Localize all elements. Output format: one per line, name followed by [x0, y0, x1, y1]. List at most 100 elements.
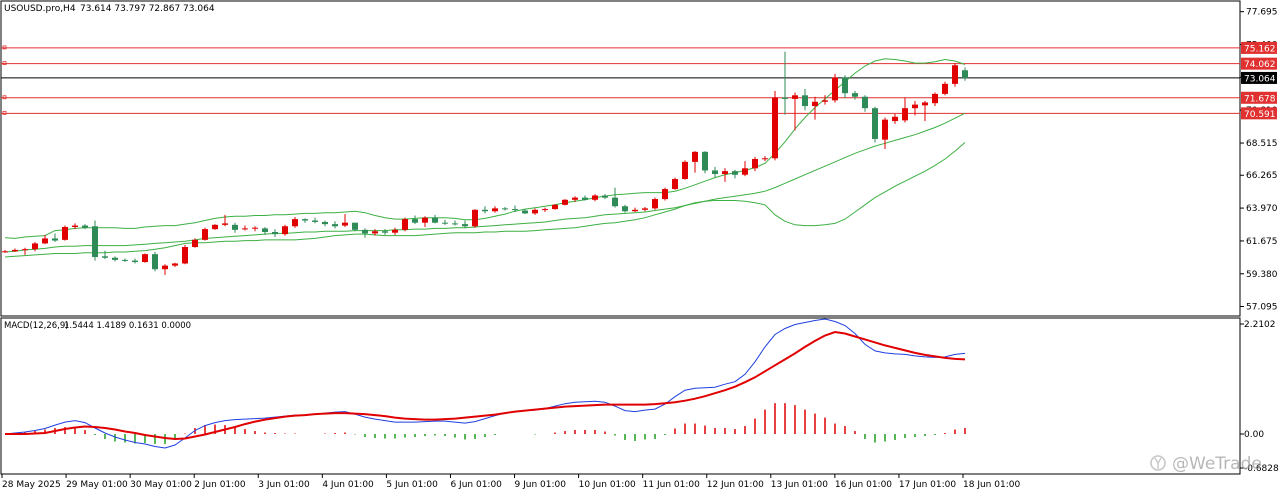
- candle[interactable]: [762, 156, 768, 162]
- candle[interactable]: [112, 256, 118, 262]
- candle[interactable]: [312, 217, 318, 224]
- candle[interactable]: [692, 151, 698, 173]
- candle[interactable]: [682, 160, 688, 180]
- candle[interactable]: [502, 206, 508, 211]
- candle[interactable]: [942, 81, 948, 96]
- candle[interactable]: [172, 262, 178, 268]
- candle[interactable]: [32, 242, 38, 252]
- candle[interactable]: [132, 258, 138, 264]
- candle[interactable]: [272, 229, 278, 237]
- candle[interactable]: [102, 250, 108, 260]
- candle[interactable]: [292, 216, 298, 228]
- candle[interactable]: [352, 222, 358, 232]
- candle[interactable]: [812, 96, 818, 120]
- candle[interactable]: [672, 177, 678, 190]
- candle[interactable]: [782, 51, 788, 115]
- candle[interactable]: [322, 220, 328, 227]
- candle[interactable]: [92, 220, 98, 261]
- candle[interactable]: [42, 234, 48, 245]
- candle[interactable]: [422, 216, 428, 227]
- candle[interactable]: [522, 209, 528, 215]
- candle[interactable]: [922, 101, 928, 122]
- candle[interactable]: [232, 222, 238, 233]
- candle[interactable]: [772, 91, 778, 161]
- candle[interactable]: [72, 223, 78, 230]
- candle[interactable]: [402, 217, 408, 232]
- candle[interactable]: [472, 209, 478, 228]
- candle[interactable]: [932, 92, 938, 107]
- candle[interactable]: [52, 233, 58, 243]
- candle[interactable]: [532, 208, 538, 215]
- candle[interactable]: [192, 238, 198, 248]
- candles[interactable]: [2, 51, 968, 275]
- candle[interactable]: [802, 88, 808, 111]
- candle[interactable]: [152, 252, 158, 272]
- candle[interactable]: [882, 117, 888, 149]
- candle[interactable]: [792, 92, 798, 131]
- candle[interactable]: [902, 97, 908, 123]
- candle[interactable]: [382, 229, 388, 235]
- candle[interactable]: [392, 227, 398, 235]
- candle[interactable]: [732, 169, 738, 179]
- candle[interactable]: [742, 161, 748, 177]
- candle[interactable]: [572, 196, 578, 202]
- candle[interactable]: [482, 206, 488, 214]
- candle[interactable]: [302, 218, 308, 223]
- candle[interactable]: [602, 194, 608, 200]
- candle[interactable]: [442, 219, 448, 225]
- candle[interactable]: [432, 214, 438, 224]
- candle[interactable]: [852, 91, 858, 100]
- candle[interactable]: [622, 204, 628, 213]
- candle[interactable]: [862, 95, 868, 112]
- candle[interactable]: [892, 113, 898, 124]
- candle[interactable]: [282, 224, 288, 236]
- candle[interactable]: [362, 228, 368, 238]
- candle[interactable]: [582, 195, 588, 201]
- candle[interactable]: [552, 204, 558, 210]
- candle[interactable]: [872, 106, 878, 143]
- candle[interactable]: [842, 75, 848, 99]
- candle[interactable]: [62, 225, 68, 241]
- candle[interactable]: [82, 224, 88, 230]
- candle[interactable]: [332, 221, 338, 229]
- candle[interactable]: [512, 205, 518, 212]
- candle[interactable]: [752, 156, 758, 172]
- candle[interactable]: [702, 151, 708, 174]
- candle[interactable]: [592, 194, 598, 202]
- candle[interactable]: [952, 63, 958, 87]
- candle[interactable]: [212, 224, 218, 230]
- candle[interactable]: [2, 249, 8, 253]
- candle[interactable]: [642, 206, 648, 212]
- candle[interactable]: [912, 101, 918, 116]
- candle[interactable]: [142, 253, 148, 263]
- candle[interactable]: [12, 248, 18, 253]
- candle[interactable]: [662, 187, 668, 201]
- candle[interactable]: [542, 207, 548, 212]
- candle[interactable]: [712, 166, 718, 178]
- candle[interactable]: [202, 227, 208, 241]
- candle[interactable]: [182, 244, 188, 265]
- candle[interactable]: [262, 226, 268, 235]
- candle[interactable]: [832, 73, 838, 103]
- candle[interactable]: [252, 226, 258, 232]
- candle[interactable]: [412, 215, 418, 225]
- candle[interactable]: [562, 199, 568, 206]
- candle[interactable]: [222, 214, 228, 227]
- candle[interactable]: [462, 220, 468, 229]
- candle[interactable]: [652, 197, 658, 210]
- candle[interactable]: [22, 247, 28, 255]
- candle[interactable]: [962, 67, 968, 81]
- candle[interactable]: [612, 187, 618, 208]
- candle[interactable]: [242, 225, 248, 231]
- candle[interactable]: [492, 206, 498, 213]
- macd-indicator[interactable]: [4, 318, 966, 449]
- candle[interactable]: [122, 258, 128, 263]
- candle[interactable]: [162, 264, 168, 275]
- candle[interactable]: [822, 95, 828, 105]
- candle[interactable]: [342, 214, 348, 227]
- candle[interactable]: [722, 168, 728, 182]
- candle[interactable]: [452, 220, 458, 226]
- candle[interactable]: [372, 229, 378, 236]
